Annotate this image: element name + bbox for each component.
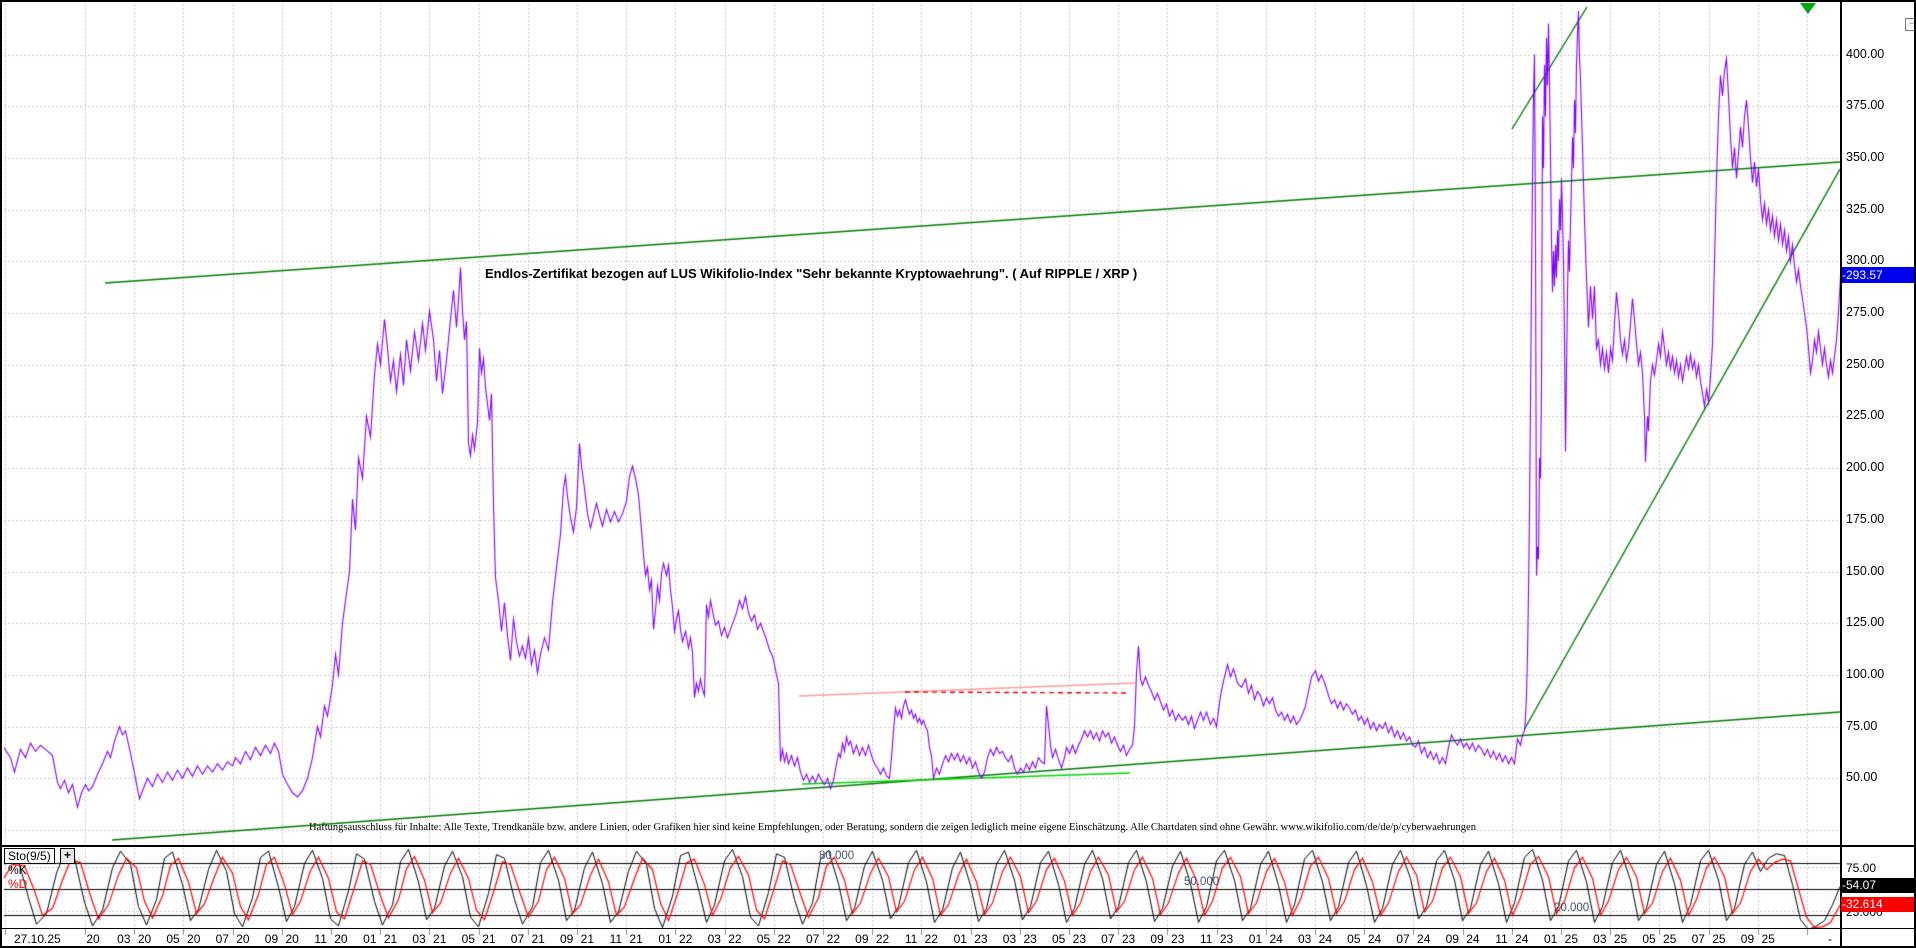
stoch-d-value-tag: -32.614 [1841, 897, 1914, 913]
x-axis-label: 09 25 [1740, 932, 1775, 946]
x-axis-label: 01 23 [953, 932, 988, 946]
stoch-level-label: 50.000 [1184, 876, 1220, 888]
y-axis-label: 125.00 [1846, 615, 1885, 630]
x-axis-label: 03 23 [1002, 932, 1037, 946]
x-axis-label: 07 25 [1691, 932, 1726, 946]
x-axis-label: 11 21 [609, 932, 643, 946]
stoch-d-label: %D [8, 877, 28, 891]
x-axis-label: 05 23 [1051, 932, 1087, 946]
date-axis-line [2, 928, 1914, 929]
x-axis-label: 01 24 [1248, 932, 1283, 946]
value-axis-line [1840, 2, 1842, 946]
x-axis-label: 05 21 [461, 932, 496, 946]
x-axis-label: 03 25 [1593, 932, 1628, 946]
stoch-axis-label: 75.00 [1846, 861, 1877, 875]
y-axis-label: 375.00 [1846, 98, 1885, 113]
y-axis-label: 250.00 [1846, 356, 1885, 371]
stoch-level-label: 20.000 [1554, 902, 1590, 915]
x-axis-label: 07 20 [215, 932, 250, 946]
disclaimer-text: Haftungsausschluss für Inhalte: Alle Tex… [309, 822, 1476, 833]
scroll-to-end-triangle-icon[interactable] [1800, 3, 1816, 14]
date-axis-end-label: - [1828, 932, 1832, 946]
x-axis-label: 01 22 [658, 932, 693, 946]
indicator-name-box[interactable]: Sto(9/5) [4, 848, 55, 864]
y-axis-label: 400.00 [1846, 46, 1885, 61]
y-axis-label: 275.00 [1846, 305, 1885, 319]
x-axis-label: 07 24 [1396, 932, 1431, 946]
y-axis-label: 150.00 [1846, 563, 1885, 578]
x-axis-label: 09 20 [264, 932, 299, 946]
x-axis-label: 07 22 [805, 932, 841, 946]
x-axis-label: 11 23 [1200, 932, 1234, 946]
panel-separator [2, 845, 1914, 847]
stoch-k-value-tag: -54.07 [1841, 878, 1914, 894]
x-axis-label: 09 23 [1150, 932, 1185, 946]
y-axis-label: 100.00 [1846, 666, 1885, 681]
x-axis-label: 03 22 [707, 932, 742, 946]
x-axis-label: 05 22 [756, 932, 791, 946]
chart-title: Endlos-Zertifikat bezogen auf LUS Wikifo… [485, 266, 1138, 281]
x-axis-label: 03 21 [412, 932, 447, 946]
x-axis-label: 01 25 [1543, 932, 1579, 946]
x-axis-label: 07 23 [1101, 932, 1136, 946]
x-axis-label: 03 20 [117, 932, 152, 946]
y-axis-label: 225.00 [1846, 408, 1885, 423]
y-axis-label: 50.00 [1846, 770, 1878, 785]
x-axis-label: 11 22 [904, 932, 938, 946]
collapse-handle-icon[interactable]: − [1905, 18, 1914, 31]
y-axis-label: 200.00 [1846, 460, 1885, 475]
y-axis-label: 300.00 [1846, 253, 1885, 268]
x-axis-label: 05 20 [166, 932, 201, 946]
indicator-add-button[interactable]: + [60, 848, 75, 864]
x-axis-label: 11 20 [314, 932, 348, 946]
x-axis-label: 05 24 [1347, 932, 1382, 946]
x-axis-label: 11 24 [1495, 932, 1529, 946]
y-axis-label: 325.00 [1846, 201, 1885, 216]
x-axis-label: 01 21 [363, 932, 398, 946]
date-axis-start-label: 27.10.25 [14, 932, 61, 946]
y-axis-label: 75.00 [1846, 718, 1878, 733]
x-axis-label: 09 22 [855, 932, 890, 946]
y-axis-label: 175.00 [1846, 511, 1885, 526]
x-axis-label: 03 24 [1297, 932, 1333, 946]
x-axis-label: 05 25 [1642, 932, 1677, 946]
x-axis-label: 20 [86, 932, 100, 946]
last-price-tag: -293.57 [1841, 266, 1914, 283]
stoch-level-label: 80.000 [819, 849, 855, 862]
stoch-k-label: %K [8, 863, 27, 877]
y-axis-label: 350.00 [1846, 149, 1885, 164]
x-axis-label: 09 21 [559, 932, 595, 946]
x-axis-label: 07 21 [510, 932, 545, 946]
x-axis-label: 09 24 [1445, 932, 1480, 946]
